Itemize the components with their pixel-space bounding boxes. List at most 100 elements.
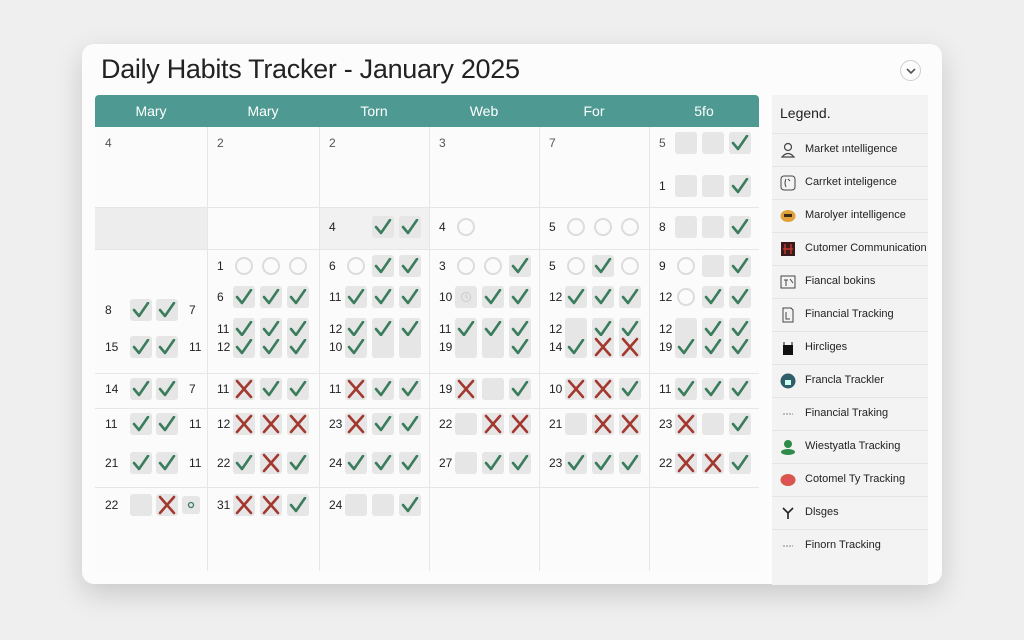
check-icon[interactable] — [565, 452, 587, 474]
check-icon[interactable] — [729, 216, 751, 238]
check-icon[interactable] — [399, 494, 421, 516]
empty-box[interactable] — [399, 336, 421, 358]
check-icon[interactable] — [729, 132, 751, 154]
empty-box[interactable] — [372, 494, 394, 516]
check-icon[interactable] — [592, 286, 614, 308]
cross-icon[interactable] — [455, 378, 477, 400]
check-icon[interactable] — [372, 413, 394, 435]
check-icon[interactable] — [619, 378, 641, 400]
empty-box[interactable] — [675, 216, 697, 238]
check-icon[interactable] — [729, 255, 751, 277]
check-icon[interactable] — [729, 286, 751, 308]
circle-marker[interactable] — [289, 257, 307, 275]
check-icon[interactable] — [345, 318, 367, 340]
empty-box[interactable] — [702, 132, 724, 154]
circle-marker[interactable] — [484, 257, 502, 275]
check-icon[interactable] — [345, 286, 367, 308]
cross-icon[interactable] — [260, 413, 282, 435]
cross-icon[interactable] — [156, 494, 178, 516]
check-icon[interactable] — [260, 378, 282, 400]
check-icon[interactable] — [130, 452, 152, 474]
cross-icon[interactable] — [619, 336, 641, 358]
check-icon[interactable] — [399, 452, 421, 474]
check-icon[interactable] — [482, 286, 504, 308]
check-icon[interactable] — [287, 494, 309, 516]
check-icon[interactable] — [130, 336, 152, 358]
check-icon[interactable] — [592, 255, 614, 277]
check-icon[interactable] — [287, 286, 309, 308]
check-icon[interactable] — [482, 452, 504, 474]
check-icon[interactable] — [675, 378, 697, 400]
empty-box[interactable] — [130, 494, 152, 516]
empty-box[interactable] — [702, 216, 724, 238]
check-icon[interactable] — [233, 286, 255, 308]
check-icon[interactable] — [702, 286, 724, 308]
check-icon[interactable] — [260, 286, 282, 308]
check-icon[interactable] — [729, 318, 751, 340]
circle-marker[interactable] — [457, 218, 475, 236]
check-icon[interactable] — [482, 318, 504, 340]
check-icon[interactable] — [130, 299, 152, 321]
circle-marker[interactable] — [621, 257, 639, 275]
check-icon[interactable] — [729, 413, 751, 435]
check-icon[interactable] — [399, 318, 421, 340]
empty-box[interactable] — [372, 336, 394, 358]
empty-box[interactable] — [455, 336, 477, 358]
check-icon[interactable] — [156, 336, 178, 358]
cross-icon[interactable] — [260, 452, 282, 474]
check-icon[interactable] — [509, 286, 531, 308]
cross-icon[interactable] — [287, 413, 309, 435]
check-icon[interactable] — [233, 336, 255, 358]
empty-box[interactable] — [565, 318, 587, 340]
check-icon[interactable] — [509, 318, 531, 340]
cross-icon[interactable] — [619, 413, 641, 435]
cross-icon[interactable] — [675, 413, 697, 435]
check-icon[interactable] — [592, 452, 614, 474]
empty-box[interactable] — [675, 318, 697, 340]
cross-icon[interactable] — [592, 336, 614, 358]
check-icon[interactable] — [619, 318, 641, 340]
check-icon[interactable] — [287, 336, 309, 358]
check-icon[interactable] — [287, 378, 309, 400]
check-icon[interactable] — [702, 318, 724, 340]
check-icon[interactable] — [287, 452, 309, 474]
check-icon[interactable] — [156, 378, 178, 400]
cross-icon[interactable] — [675, 452, 697, 474]
empty-box[interactable] — [482, 378, 504, 400]
check-icon[interactable] — [372, 378, 394, 400]
check-icon[interactable] — [156, 452, 178, 474]
check-icon[interactable] — [372, 216, 394, 238]
check-icon[interactable] — [702, 378, 724, 400]
collapse-button[interactable] — [900, 60, 921, 81]
cross-icon[interactable] — [233, 378, 255, 400]
empty-box[interactable] — [702, 255, 724, 277]
empty-box[interactable] — [455, 413, 477, 435]
check-icon[interactable] — [260, 318, 282, 340]
check-icon[interactable] — [345, 336, 367, 358]
check-icon[interactable] — [729, 452, 751, 474]
cross-icon[interactable] — [509, 413, 531, 435]
check-icon[interactable] — [372, 255, 394, 277]
circle-marker[interactable] — [677, 257, 695, 275]
clock-icon[interactable] — [455, 286, 477, 308]
empty-box[interactable] — [702, 175, 724, 197]
check-icon[interactable] — [565, 286, 587, 308]
cross-icon[interactable] — [702, 452, 724, 474]
check-icon[interactable] — [130, 378, 152, 400]
check-icon[interactable] — [345, 452, 367, 474]
empty-box[interactable] — [455, 452, 477, 474]
check-icon[interactable] — [509, 336, 531, 358]
dot-icon[interactable] — [182, 496, 200, 514]
cross-icon[interactable] — [565, 378, 587, 400]
check-icon[interactable] — [130, 413, 152, 435]
empty-box[interactable] — [565, 413, 587, 435]
cross-icon[interactable] — [592, 378, 614, 400]
check-icon[interactable] — [399, 378, 421, 400]
check-icon[interactable] — [260, 336, 282, 358]
check-icon[interactable] — [729, 378, 751, 400]
check-icon[interactable] — [455, 318, 477, 340]
check-icon[interactable] — [372, 286, 394, 308]
check-icon[interactable] — [675, 336, 697, 358]
check-icon[interactable] — [619, 452, 641, 474]
circle-marker[interactable] — [457, 257, 475, 275]
